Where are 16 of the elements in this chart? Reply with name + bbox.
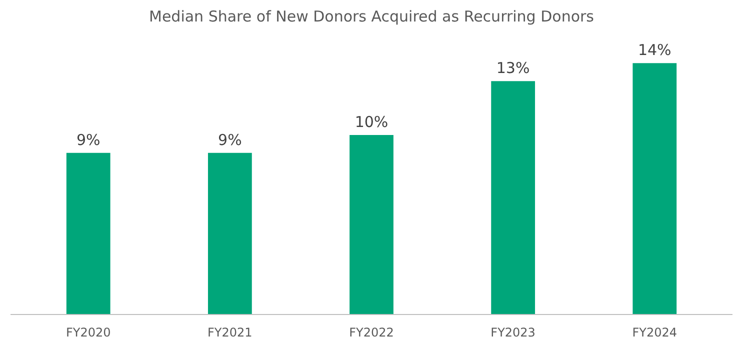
x-tick-label: FY2021 — [208, 326, 252, 340]
data-label: 9% — [218, 130, 242, 149]
bar — [208, 152, 252, 314]
bar — [66, 152, 110, 314]
bar — [491, 81, 536, 314]
x-tick-label: FY2020 — [66, 326, 111, 340]
bar — [632, 63, 677, 314]
data-label: 9% — [76, 130, 100, 149]
x-tick-label: FY2023 — [490, 326, 536, 340]
bar — [350, 134, 394, 314]
x-tick-label: FY2024 — [632, 326, 678, 340]
x-tick-label: FY2022 — [349, 326, 394, 340]
chart-title: Median Share of New Donors Acquired as Recurring Donors — [149, 8, 594, 26]
data-label: 14% — [638, 41, 672, 60]
data-label: 10% — [354, 112, 388, 131]
data-label: 13% — [496, 59, 530, 78]
